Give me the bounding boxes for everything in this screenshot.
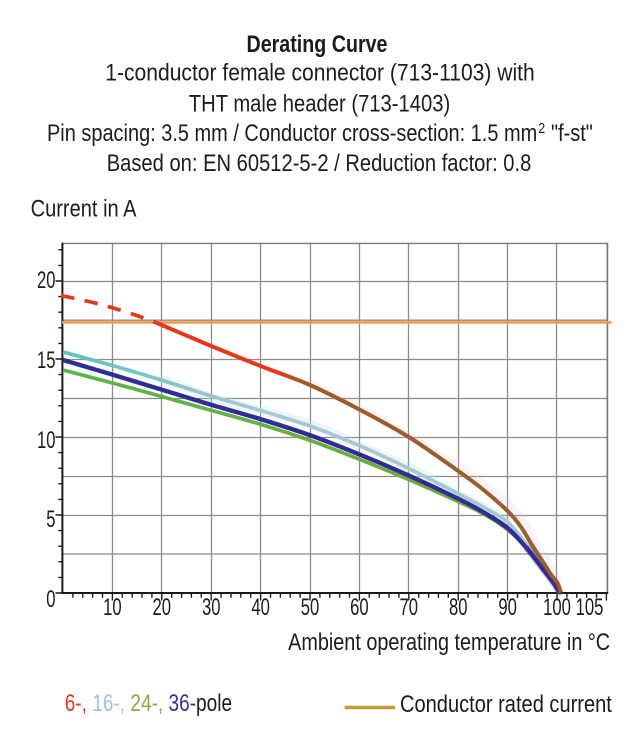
svg-text:15: 15 xyxy=(37,347,55,374)
svg-text:5: 5 xyxy=(46,506,55,533)
svg-text:40: 40 xyxy=(251,594,269,621)
svg-text:50: 50 xyxy=(301,594,319,621)
svg-text:10: 10 xyxy=(103,594,121,621)
svg-text:Pin spacing: 3.5 mm / Conducto: Pin spacing: 3.5 mm / Conductor cross-se… xyxy=(47,119,537,146)
svg-text:2: 2 xyxy=(538,120,545,136)
svg-text:90: 90 xyxy=(498,594,516,621)
svg-text:Conductor rated current: Conductor rated current xyxy=(400,690,612,717)
svg-text:70: 70 xyxy=(400,594,418,621)
svg-text:"f-st": "f-st" xyxy=(551,119,593,146)
svg-text:105: 105 xyxy=(576,594,604,621)
svg-text:36-: 36- xyxy=(169,689,197,717)
svg-text:30: 30 xyxy=(202,594,220,621)
svg-text:Based on: EN 60512-5-2 / Reduc: Based on: EN 60512-5-2 / Reduction facto… xyxy=(107,149,532,176)
svg-text:pole: pole xyxy=(196,689,232,717)
svg-text:Current in A: Current in A xyxy=(31,195,137,222)
svg-text:Ambient operating temperature: Ambient operating temperature in °C xyxy=(288,628,610,655)
svg-text:20: 20 xyxy=(37,267,55,294)
svg-text:Derating Curve: Derating Curve xyxy=(247,30,388,57)
svg-text:20: 20 xyxy=(153,594,171,621)
svg-text:6-,: 6-, xyxy=(65,689,87,717)
svg-text:24-,: 24-, xyxy=(130,689,163,717)
svg-text:16-,: 16-, xyxy=(92,689,125,717)
svg-text:80: 80 xyxy=(449,594,467,621)
svg-text:60: 60 xyxy=(350,594,368,621)
svg-text:10: 10 xyxy=(37,427,55,454)
svg-text:100: 100 xyxy=(543,594,571,621)
svg-text:1-conductor female connector (: 1-conductor female connector (713-1103) … xyxy=(105,59,534,86)
svg-text:THT male header (713-1403): THT male header (713-1403) xyxy=(189,90,450,117)
svg-text:0: 0 xyxy=(46,586,55,613)
